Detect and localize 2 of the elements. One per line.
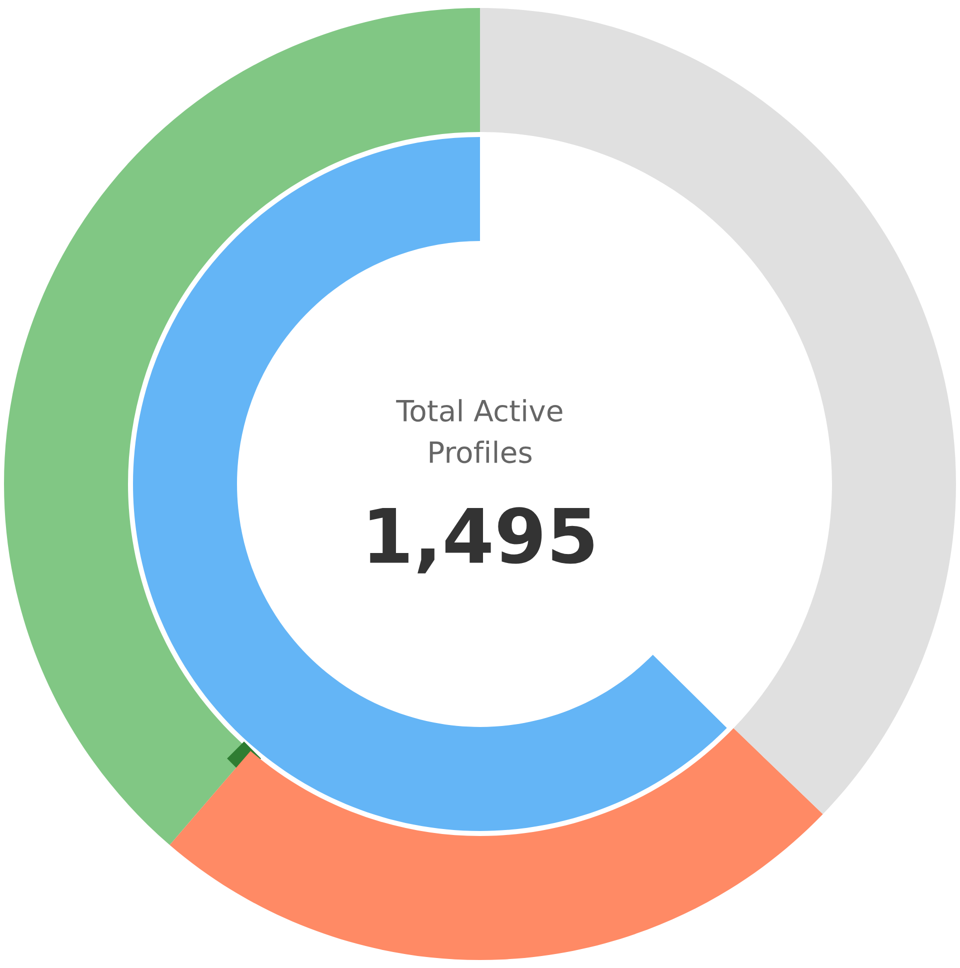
text: Total Active Profiles xyxy=(396,399,562,464)
text: 1,495 xyxy=(370,507,594,574)
